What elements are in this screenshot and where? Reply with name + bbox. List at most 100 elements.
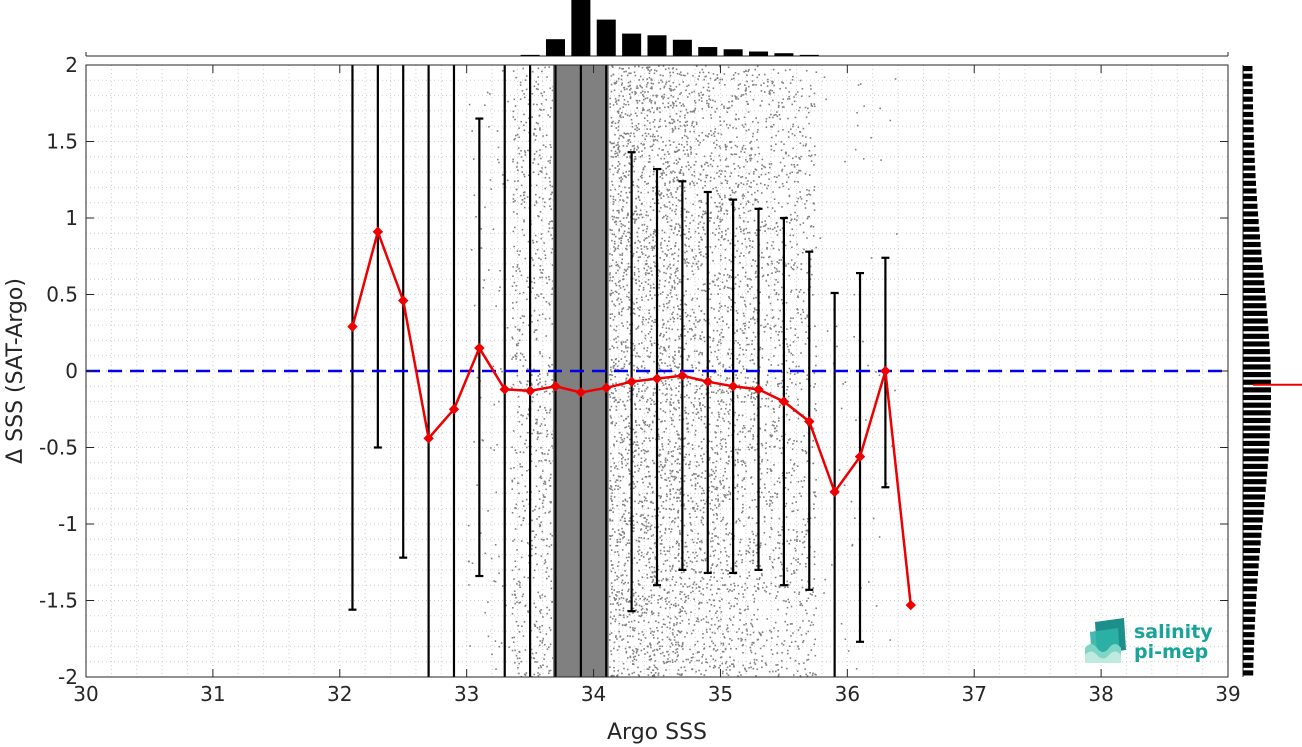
scatter-point (649, 284, 652, 287)
scatter-point (684, 130, 687, 133)
scatter-point (615, 272, 617, 274)
scatter-point (707, 103, 710, 105)
scatter-point (665, 479, 668, 481)
scatter-point (717, 293, 719, 295)
scatter-point (658, 210, 661, 213)
scatter-point (643, 347, 645, 350)
scatter-point (610, 675, 613, 677)
scatter-point (714, 549, 717, 552)
scatter-point (694, 570, 697, 573)
scatter-point (551, 379, 553, 381)
scatter-point (550, 107, 552, 109)
scatter-point (643, 246, 646, 248)
scatter-point (750, 666, 752, 669)
scatter-point (625, 103, 627, 106)
scatter-point (677, 511, 679, 514)
scatter-point (626, 615, 629, 618)
scatter-point (521, 199, 524, 201)
scatter-point (745, 368, 748, 371)
scatter-point (659, 497, 662, 499)
scatter-point (535, 200, 538, 203)
scatter-point (756, 160, 759, 163)
scatter-point (748, 237, 750, 240)
scatter-point (611, 489, 614, 491)
scatter-point (535, 485, 538, 488)
scatter-point (635, 149, 638, 151)
scatter-point (621, 385, 623, 387)
scatter-point (632, 635, 634, 638)
scatter-point (660, 476, 663, 479)
scatter-point (736, 458, 739, 461)
scatter-point (551, 237, 554, 240)
scatter-point (691, 270, 694, 273)
scatter-point (721, 203, 724, 206)
scatter-point (650, 535, 653, 537)
scatter-point (745, 465, 747, 467)
scatter-point (614, 551, 616, 553)
scatter-point (613, 496, 616, 498)
scatter-point (673, 636, 676, 638)
scatter-point (752, 425, 755, 427)
scatter-point (643, 267, 645, 270)
scatter-point (615, 341, 618, 344)
scatter-point (750, 157, 753, 160)
scatter-point (537, 76, 540, 78)
scatter-point (741, 644, 744, 647)
scatter-point (539, 269, 542, 271)
scatter-point (638, 376, 641, 379)
scatter-point (699, 548, 702, 551)
scatter-point (670, 378, 673, 381)
scatter-point (646, 225, 649, 228)
scatter-point (613, 250, 616, 252)
scatter-point (684, 412, 687, 414)
scatter-point (621, 254, 623, 257)
scatter-point (687, 155, 690, 157)
scatter-point (686, 423, 688, 425)
scatter-point (720, 618, 722, 621)
scatter-point (544, 66, 546, 69)
scatter-point (645, 210, 648, 213)
scatter-point (628, 443, 631, 446)
scatter-point (661, 149, 663, 151)
scatter-point (716, 321, 719, 324)
scatter-point (544, 409, 547, 412)
scatter-point (658, 367, 661, 370)
scatter-point (684, 128, 687, 131)
scatter-point (684, 545, 686, 548)
scatter-point (514, 105, 517, 107)
scatter-point (536, 431, 539, 433)
scatter-point (670, 192, 672, 194)
scatter-point (645, 525, 648, 528)
scatter-point (620, 176, 623, 179)
scatter-point (659, 107, 661, 109)
scatter-point (629, 80, 632, 83)
scatter-point (684, 190, 686, 192)
scatter-point (629, 427, 631, 429)
scatter-point (674, 126, 677, 128)
scatter-point (705, 202, 708, 205)
scatter-point (695, 391, 698, 393)
scatter-point (632, 481, 634, 483)
scatter-point (687, 238, 690, 240)
scatter-point (725, 442, 727, 444)
scatter-point (530, 281, 533, 283)
scatter-point (613, 89, 616, 92)
scatter-point (536, 293, 538, 296)
scatter-point (688, 622, 690, 625)
scatter-point (668, 345, 670, 348)
scatter-point (753, 658, 756, 661)
scatter-point (745, 129, 748, 132)
scatter-point (743, 151, 746, 154)
scatter-point (721, 230, 723, 233)
scatter-point (666, 459, 669, 461)
scatter-point (713, 177, 716, 180)
scatter-point (747, 290, 749, 293)
scatter-point (674, 210, 676, 213)
scatter-point (670, 475, 673, 478)
scatter-point (535, 552, 537, 555)
scatter-point (712, 329, 715, 332)
scatter-point (652, 580, 654, 582)
scatter-point (692, 583, 695, 586)
scatter-point (703, 396, 705, 399)
scatter-point (641, 90, 644, 93)
